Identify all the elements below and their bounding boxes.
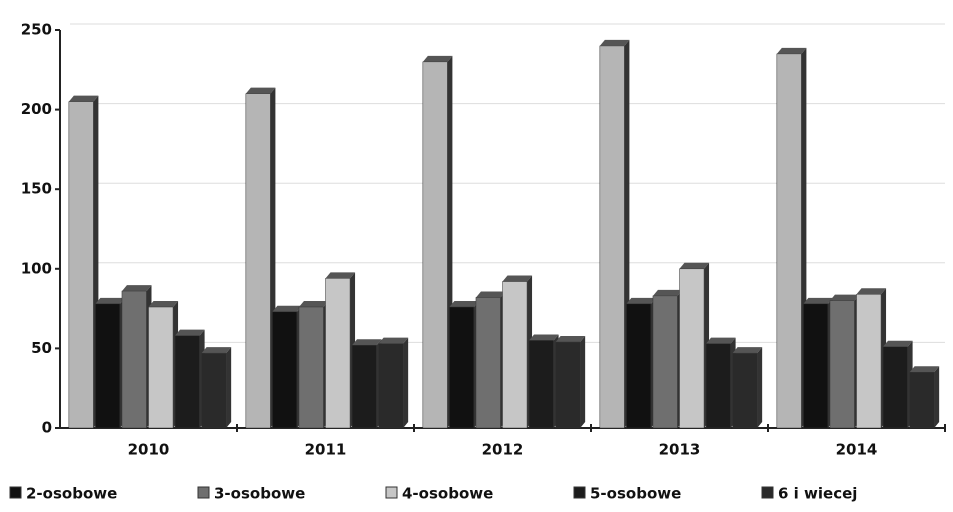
bar: [776, 53, 802, 429]
bar: [528, 340, 554, 429]
bar: [121, 290, 147, 429]
bar-top: [732, 347, 763, 354]
bar: [298, 306, 324, 429]
bar-side: [934, 366, 940, 428]
bar: [95, 303, 121, 429]
x-tick-label: 2011: [305, 441, 347, 459]
bar: [201, 352, 227, 429]
bar: [148, 306, 174, 429]
y-tick-label: 50: [31, 339, 52, 357]
bar-side: [403, 337, 409, 428]
bar-top: [776, 47, 807, 54]
legend-label: 5-osobowe: [590, 485, 681, 503]
bar-top: [626, 297, 656, 304]
bar-top: [245, 87, 276, 94]
bar-top: [422, 55, 453, 62]
bar: [68, 101, 94, 429]
legend-marker: [9, 486, 22, 499]
legend-label: 3-osobowe: [214, 485, 305, 503]
legend-label: 6 i wiecej: [778, 485, 857, 503]
legend-marker: [197, 486, 210, 499]
bar-top: [449, 301, 479, 308]
bar-top: [529, 334, 559, 341]
bar: [351, 344, 377, 429]
bar: [679, 268, 705, 429]
bar-top: [856, 288, 887, 295]
bar-top: [325, 272, 356, 279]
bar: [555, 341, 581, 429]
x-tick-label: 2010: [128, 441, 170, 459]
bar: [803, 303, 829, 429]
legend-label: 2-osobowe: [26, 485, 117, 503]
bar-top: [475, 291, 506, 298]
bar: [705, 343, 731, 429]
bar: [174, 335, 200, 429]
bar-top: [175, 329, 205, 336]
legend-marker: [761, 486, 774, 499]
bar-side: [226, 347, 232, 428]
bar-top: [378, 337, 409, 344]
bar-top: [272, 305, 302, 312]
y-tick-label: 200: [21, 100, 52, 118]
bar: [272, 311, 298, 429]
bar-top: [652, 289, 683, 296]
bar-top: [68, 95, 99, 102]
bar-side: [757, 347, 763, 428]
bar: [502, 281, 528, 429]
bar: [449, 306, 475, 429]
legend-marker: [385, 486, 398, 499]
bar: [245, 93, 271, 429]
x-tick-label: 2014: [836, 441, 878, 459]
y-tick-label: 0: [42, 419, 52, 437]
bar: [325, 278, 351, 429]
bar-side: [580, 336, 586, 428]
y-tick-label: 250: [21, 21, 52, 39]
y-tick-label: 150: [21, 180, 52, 198]
bar-top: [679, 262, 710, 269]
x-tick-label: 2012: [482, 441, 524, 459]
bar-top: [599, 39, 630, 46]
bar-top: [352, 339, 382, 346]
bar: [882, 346, 908, 429]
bar: [829, 300, 855, 429]
bar-top: [555, 336, 586, 343]
bar: [909, 372, 935, 429]
bar-top: [502, 275, 533, 282]
bar-top: [803, 297, 833, 304]
bar: [732, 352, 758, 429]
bar: [652, 295, 678, 429]
bar-top: [706, 337, 736, 344]
bar: [599, 45, 625, 429]
bar: [422, 61, 448, 429]
bar: [626, 303, 652, 429]
bar-top: [121, 285, 152, 292]
y-tick-label: 100: [21, 259, 52, 277]
bar: [378, 343, 404, 429]
bar-top: [201, 347, 232, 354]
x-tick-label: 2013: [659, 441, 701, 459]
bar-top: [909, 366, 940, 373]
bar: [856, 294, 882, 429]
bar-top: [298, 301, 329, 308]
bar-top: [95, 297, 125, 304]
bar-top: [829, 294, 860, 301]
bar-top: [883, 340, 913, 347]
bar: [475, 297, 501, 429]
legend-marker: [573, 486, 586, 499]
legend-label: 4-osobowe: [402, 485, 493, 503]
bar-top: [148, 301, 179, 308]
